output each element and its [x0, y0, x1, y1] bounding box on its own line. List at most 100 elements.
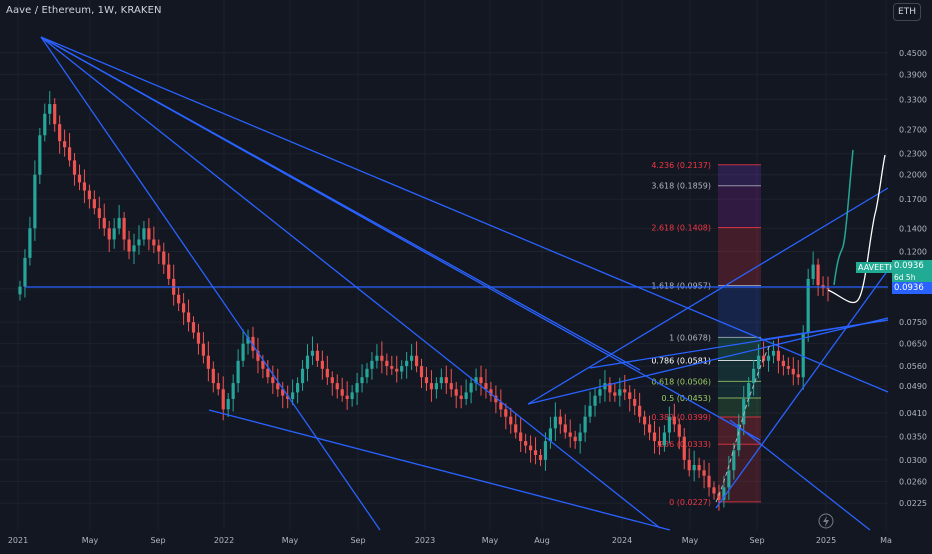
candle-body-130 [662, 432, 667, 446]
candle-body-24 [137, 239, 141, 246]
candle-body-83 [429, 383, 434, 390]
candle-body-41 [221, 389, 225, 410]
candle-body-38 [206, 355, 210, 369]
candle-body-108 [553, 416, 557, 429]
candle-body-28 [157, 245, 161, 252]
candle-body-103 [528, 445, 533, 451]
candle-body-141 [717, 493, 721, 500]
candle-body-92 [474, 377, 478, 384]
candle-body-35 [191, 322, 196, 333]
candle-body-160 [811, 264, 815, 279]
y-tick-label-11: 0.0650 [899, 340, 927, 349]
candle-body-75 [390, 366, 394, 369]
trendline-0 [40, 36, 381, 531]
y-tick-label-16: 0.0300 [899, 456, 927, 465]
candle-body-1 [23, 257, 27, 287]
candle-body-66 [345, 395, 349, 399]
candle-body-37 [201, 343, 206, 356]
candle-body-74 [385, 360, 389, 367]
candle-body-64 [335, 383, 339, 390]
candle-body-79 [410, 355, 414, 361]
fib-zone-3 [718, 381, 761, 398]
candle-body-115 [588, 405, 592, 417]
candle-body-32 [177, 294, 181, 304]
candle-body-59 [310, 350, 315, 356]
x-tick-label-0: 2021 [8, 536, 28, 545]
candle-body-126 [642, 416, 647, 425]
fib-label-2: 0.382 (0.0399) [651, 413, 711, 422]
candle-body-80 [414, 355, 419, 367]
candle-body-29 [162, 251, 166, 265]
candle-body-147 [747, 383, 751, 399]
candle-body-143 [727, 470, 731, 488]
currency-button[interactable]: ETH [893, 3, 921, 21]
candle-body-65 [340, 389, 344, 396]
candle-body-27 [152, 239, 156, 246]
candle-body-34 [186, 312, 191, 323]
candle-body-46 [246, 336, 250, 344]
candle-body-43 [231, 383, 235, 399]
x-tick-label-11: Sep [749, 536, 764, 545]
candle-body-159 [806, 278, 810, 333]
candle-body-151 [766, 355, 771, 361]
candle-body-90 [464, 392, 468, 399]
candle-body-16 [97, 208, 101, 218]
candle-body-15 [92, 199, 96, 209]
candle-body-134 [682, 436, 686, 460]
candle-body-40 [216, 383, 220, 390]
candle-body-157 [796, 374, 800, 378]
candle-body-150 [761, 355, 766, 361]
candle-body-100 [514, 424, 518, 433]
candle-body-58 [305, 355, 310, 369]
trendline-5 [208, 409, 671, 531]
symbol-title: Aave / Ethereum, 1W, KRAKEN [6, 5, 162, 16]
candle-body-39 [211, 368, 215, 384]
candle-body-14 [87, 190, 91, 200]
x-tick-label-13: Ma [880, 536, 892, 545]
trendline-9 [715, 269, 889, 509]
candle-body-131 [667, 416, 671, 433]
fib-zone-8 [718, 185, 761, 228]
candle-body-49 [261, 360, 265, 369]
candle-body-56 [295, 383, 300, 393]
candle-body-155 [786, 366, 790, 369]
candle-body-12 [77, 174, 82, 183]
candle-body-57 [300, 368, 305, 384]
candle-body-18 [107, 228, 111, 240]
candle-body-163 [826, 288, 830, 290]
candle-body-87 [449, 383, 453, 390]
candle-body-95 [489, 389, 493, 396]
x-tick-label-6: 2023 [415, 536, 435, 545]
candle-body-67 [350, 392, 354, 399]
fib-label-7: 1.618 (0.0957) [651, 282, 711, 291]
trendline-1 [40, 36, 661, 529]
candle-body-17 [102, 217, 106, 229]
candle-body-106 [543, 441, 548, 460]
x-tick-label-5: Sep [350, 536, 365, 545]
candle-body-44 [236, 360, 240, 384]
candle-body-135 [687, 459, 691, 471]
candle-body-142 [722, 487, 726, 500]
candle-body-113 [578, 432, 582, 442]
candle-body-132 [672, 416, 676, 425]
candle-body-117 [598, 389, 602, 396]
candle-body-6 [48, 104, 52, 114]
candle-body-123 [628, 392, 632, 399]
candle-body-76 [395, 368, 399, 372]
candle-body-53 [281, 389, 285, 396]
candle-body-102 [524, 441, 528, 446]
candle-body-124 [633, 398, 637, 406]
candle-body-101 [519, 432, 523, 442]
trendline-11 [729, 419, 871, 531]
fib-label-0: 0 (0.0227) [669, 498, 711, 507]
x-tick-label-12: 2025 [816, 536, 836, 545]
candle-body-77 [400, 366, 404, 372]
candle-body-42 [226, 398, 230, 410]
candle-body-104 [533, 450, 538, 455]
candle-body-107 [548, 428, 553, 442]
candle-body-105 [538, 454, 543, 460]
candle-body-63 [330, 377, 334, 384]
y-tick-label-5: 0.2000 [899, 171, 927, 180]
